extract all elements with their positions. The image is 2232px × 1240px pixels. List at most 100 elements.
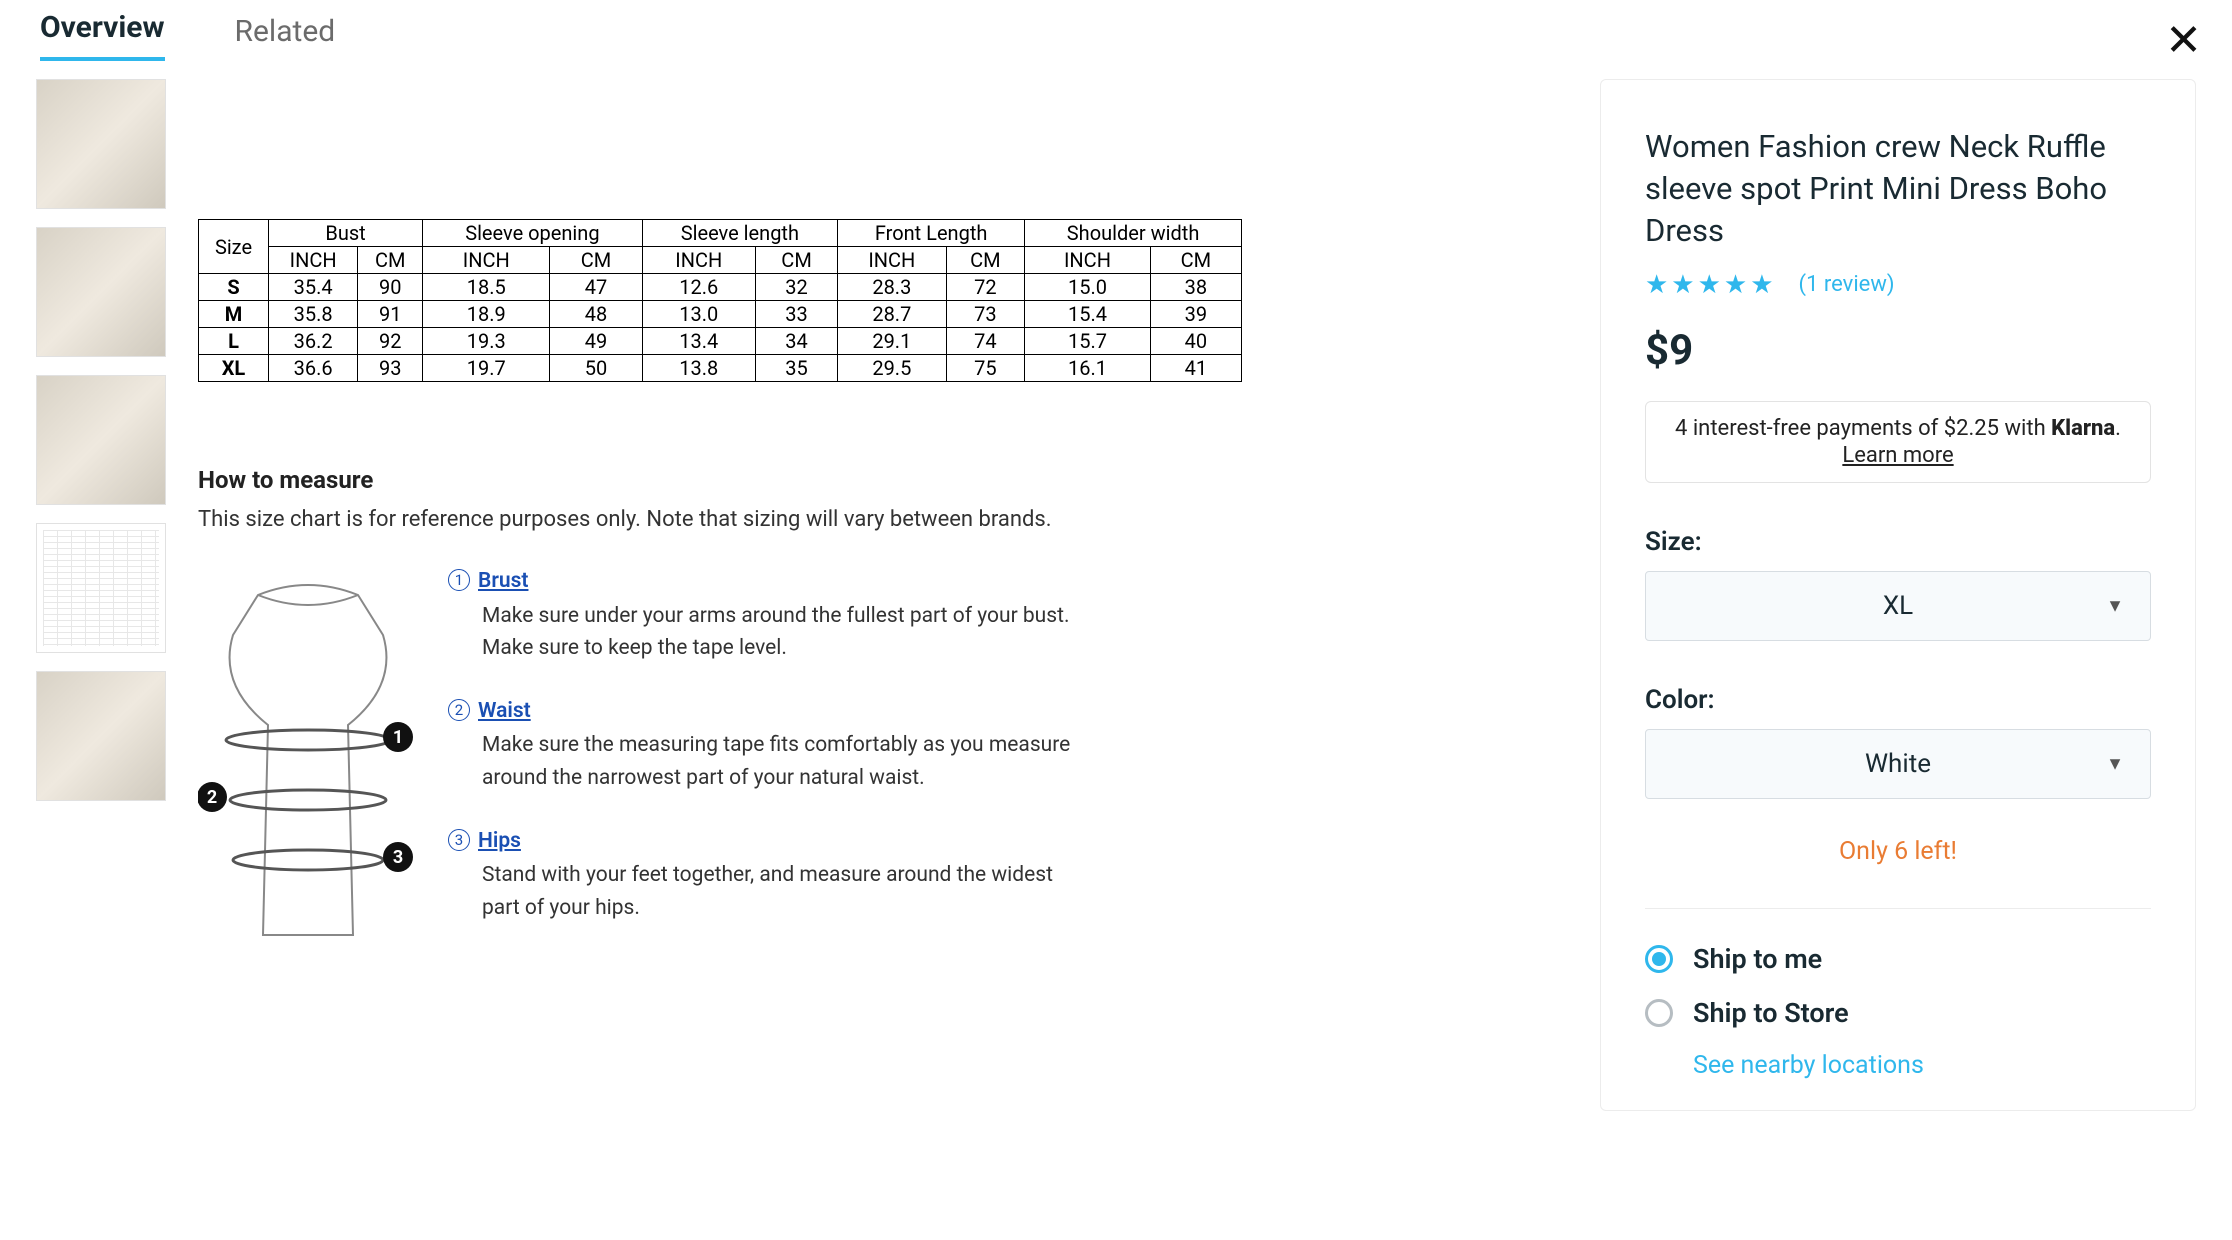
value-cell: 12.6	[642, 274, 755, 301]
table-row: S35.49018.54712.63228.37215.038	[199, 274, 1242, 301]
value-cell: 73	[946, 301, 1025, 328]
col-group: Shoulder width	[1025, 220, 1242, 247]
thumbnail[interactable]	[36, 671, 166, 801]
stock-message: Only 6 left!	[1645, 837, 2151, 866]
measure-item: 1 Brust Make sure under your arms around t…	[448, 565, 1088, 665]
ship-to-store-option[interactable]: Ship to Store	[1645, 997, 2151, 1029]
measure-item: 3HipsStand with your feet together, and …	[448, 825, 1088, 925]
measure-term: Waist	[478, 699, 531, 723]
unit-cm: CM	[946, 247, 1025, 274]
value-cell: 29.1	[838, 328, 946, 355]
value-cell: 19.3	[423, 328, 550, 355]
size-value: XL	[1883, 591, 1913, 621]
value-cell: 15.7	[1025, 328, 1151, 355]
how-to-heading: How to measure	[198, 462, 1568, 499]
value-cell: 19.7	[423, 355, 550, 382]
nearby-locations-link[interactable]: See nearby locations	[1693, 1051, 2151, 1080]
value-cell: 40	[1150, 328, 1241, 355]
measure-desc: Make sure the measuring tape fits comfor…	[482, 729, 1088, 794]
thumbnail[interactable]	[36, 79, 166, 209]
tab-related[interactable]: Related	[235, 14, 336, 61]
value-cell: 15.0	[1025, 274, 1151, 301]
value-cell: 13.8	[642, 355, 755, 382]
value-cell: 50	[550, 355, 642, 382]
unit-inch: INCH	[642, 247, 755, 274]
ship-to-store-label: Ship to Store	[1693, 997, 1849, 1029]
dress-diagram: 1 2 3	[198, 565, 418, 965]
col-group: Sleeve opening	[423, 220, 643, 247]
size-select[interactable]: XL ▼	[1645, 571, 2151, 641]
value-cell: 72	[946, 274, 1025, 301]
thumbnail-strip	[36, 79, 166, 801]
size-cell: XL	[199, 355, 269, 382]
reviews-link[interactable]: (1 review)	[1799, 272, 1895, 297]
value-cell: 16.1	[1025, 355, 1151, 382]
color-value: White	[1865, 749, 1931, 779]
value-cell: 35.8	[269, 301, 358, 328]
value-cell: 41	[1150, 355, 1241, 382]
size-cell: S	[199, 274, 269, 301]
radio-unselected-icon	[1645, 999, 1673, 1027]
color-select[interactable]: White ▼	[1645, 729, 2151, 799]
measure-desc: Make sure under your arms around the ful…	[482, 600, 1088, 665]
measure-item: 2WaistMake sure the measuring tape fits …	[448, 695, 1088, 795]
klarna-text: 4 interest-free payments of $2.25 with	[1675, 416, 2051, 441]
unit-inch: INCH	[1025, 247, 1151, 274]
value-cell: 35	[755, 355, 837, 382]
value-cell: 49	[550, 328, 642, 355]
measure-term: Brust	[478, 569, 528, 593]
value-cell: 93	[358, 355, 423, 382]
table-row: M35.89118.94813.03328.77315.439	[199, 301, 1242, 328]
thumbnail[interactable]	[36, 227, 166, 357]
value-cell: 13.0	[642, 301, 755, 328]
value-cell: 13.4	[642, 328, 755, 355]
unit-inch: INCH	[838, 247, 946, 274]
klarna-logo: Klarna	[2051, 416, 2115, 441]
tabs: Overview Related	[0, 0, 2232, 61]
svg-text:3: 3	[393, 847, 403, 868]
tab-overview[interactable]: Overview	[40, 10, 165, 61]
ship-to-me-option[interactable]: Ship to me	[1645, 943, 2151, 975]
chevron-down-icon: ▼	[2106, 595, 2124, 616]
step-number: 1	[448, 569, 470, 591]
value-cell: 36.2	[269, 328, 358, 355]
chevron-down-icon: ▼	[2106, 753, 2124, 774]
value-cell: 92	[358, 328, 423, 355]
col-group: Front Length	[838, 220, 1025, 247]
value-cell: 75	[946, 355, 1025, 382]
value-cell: 91	[358, 301, 423, 328]
thumbnail[interactable]	[36, 375, 166, 505]
size-cell: M	[199, 301, 269, 328]
how-to-measure: How to measure This size chart is for re…	[198, 462, 1568, 965]
thumbnail[interactable]	[36, 523, 166, 653]
ship-to-me-label: Ship to me	[1693, 943, 1822, 975]
klarna-suffix: .	[2115, 416, 2121, 441]
col-group: Sleeve length	[642, 220, 838, 247]
unit-cm: CM	[550, 247, 642, 274]
value-cell: 28.7	[838, 301, 946, 328]
unit-cm: CM	[755, 247, 837, 274]
step-number: 3	[448, 829, 470, 851]
size-label: Size:	[1645, 527, 2151, 557]
price: $9	[1645, 326, 2151, 375]
size-header: Size	[199, 220, 269, 274]
table-row: XL36.69319.75013.83529.57516.141	[199, 355, 1242, 382]
how-to-subtext: This size chart is for reference purpose…	[198, 503, 1568, 537]
value-cell: 47	[550, 274, 642, 301]
value-cell: 74	[946, 328, 1025, 355]
close-icon[interactable]: ✕	[2165, 18, 2202, 62]
value-cell: 18.9	[423, 301, 550, 328]
measure-desc: Stand with your feet together, and measu…	[482, 859, 1088, 924]
value-cell: 90	[358, 274, 423, 301]
value-cell: 39	[1150, 301, 1241, 328]
product-title: Women Fashion crew Neck Ruffle sleeve sp…	[1645, 126, 2151, 252]
value-cell: 36.6	[269, 355, 358, 382]
value-cell: 33	[755, 301, 837, 328]
klarna-learn-more[interactable]: Learn more	[1666, 443, 2130, 468]
product-panel: Women Fashion crew Neck Ruffle sleeve sp…	[1600, 79, 2196, 1111]
color-label: Color:	[1645, 685, 2151, 715]
value-cell: 15.4	[1025, 301, 1151, 328]
klarna-offer: 4 interest-free payments of $2.25 with K…	[1645, 401, 2151, 483]
col-group: Bust	[269, 220, 423, 247]
svg-text:1: 1	[393, 727, 403, 748]
